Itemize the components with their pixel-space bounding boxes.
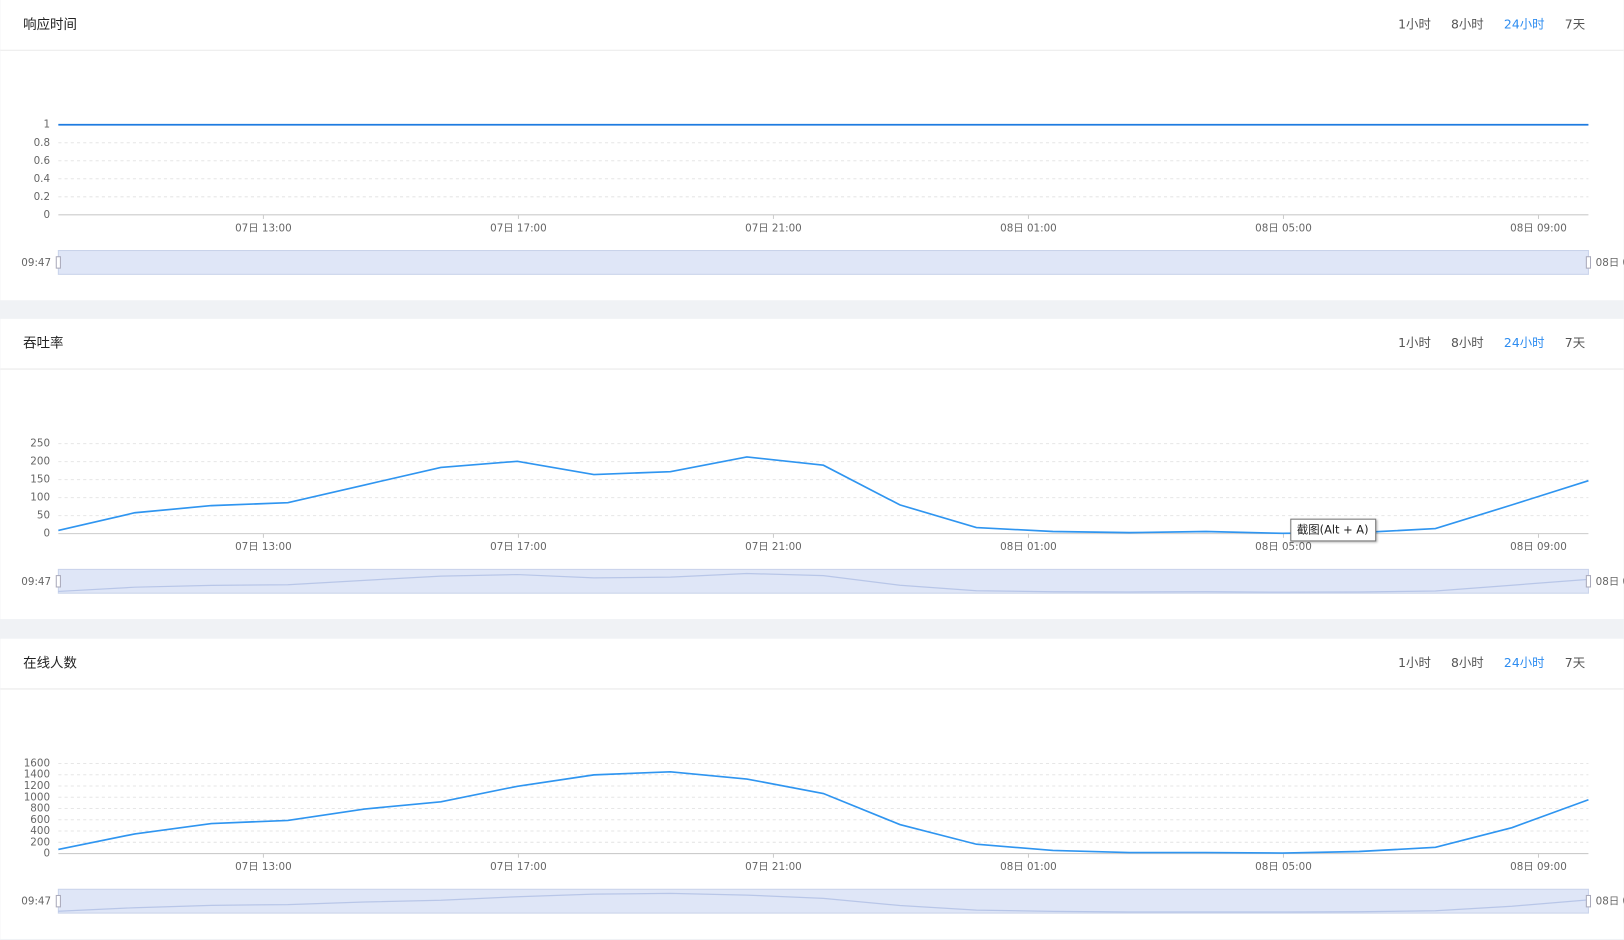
y-tick-label: 1 <box>43 119 50 131</box>
zoom-end-label: 08日 09:47 <box>1596 896 1624 908</box>
x-tick-label: 07日 13:00 <box>235 541 292 553</box>
time-range-button[interactable]: 24小时 <box>1504 655 1545 670</box>
zoom-start-label: 09:47 <box>21 896 51 908</box>
panel-title: 吞吐率 <box>23 335 63 352</box>
zoom-handle[interactable] <box>1585 256 1592 269</box>
data-line <box>58 770 1589 854</box>
x-tick-label: 08日 01:00 <box>1000 222 1057 234</box>
zoom-handle[interactable] <box>1585 894 1592 908</box>
y-tick-label: 50 <box>37 510 50 522</box>
time-range-button[interactable]: 8小时 <box>1451 335 1484 350</box>
zoom-handle[interactable] <box>55 256 61 269</box>
time-range-button[interactable]: 1小时 <box>1398 655 1431 670</box>
panel-title: 响应时间 <box>23 16 77 33</box>
y-tick-label: 0 <box>43 848 50 860</box>
panel-title: 在线人数 <box>23 656 77 672</box>
y-tick-label: 0 <box>43 528 50 540</box>
x-tick-label: 08日 01:00 <box>1000 541 1057 553</box>
y-tick-label: 200 <box>30 456 50 468</box>
time-range-button[interactable]: 8小时 <box>1451 655 1484 670</box>
y-tick-label: 200 <box>30 836 50 848</box>
zoom-handle[interactable] <box>1585 575 1592 588</box>
zoom-start-label: 09:47 <box>21 257 51 269</box>
y-tick-label: 100 <box>30 492 50 504</box>
zoom-handle[interactable] <box>55 894 61 908</box>
zoom-preview-line <box>58 572 1589 593</box>
x-tick-label: 07日 17:00 <box>490 541 547 553</box>
time-range-button[interactable]: 24小时 <box>1504 335 1545 350</box>
y-tick-label: 0.6 <box>34 155 50 167</box>
zoom-preview-line <box>58 892 1589 913</box>
tooltip-text: 截图(Alt + A) <box>1297 523 1369 537</box>
y-tick-label: 1200 <box>24 780 50 792</box>
x-tick-label: 08日 05:00 <box>1255 541 1312 553</box>
zoom-band <box>57 250 1589 275</box>
y-tick-label: 600 <box>30 814 50 826</box>
x-tick-label: 08日 05:00 <box>1255 222 1312 234</box>
y-tick-label: 1000 <box>24 791 50 803</box>
x-tick-label: 08日 01:00 <box>1000 861 1057 873</box>
zoom-band <box>57 568 1589 594</box>
time-range-button[interactable]: 8小时 <box>1451 16 1484 31</box>
y-tick-label: 0.8 <box>34 137 50 149</box>
x-tick-label: 07日 21:00 <box>745 541 802 553</box>
x-tick-label: 07日 21:00 <box>745 222 802 234</box>
y-tick-label: 1400 <box>24 769 50 781</box>
x-tick-label: 08日 09:00 <box>1510 861 1567 873</box>
time-range-button[interactable]: 24小时 <box>1504 16 1545 31</box>
x-tick-label: 07日 13:00 <box>235 861 292 873</box>
y-tick-label: 1600 <box>24 757 50 769</box>
y-tick-label: 150 <box>30 474 50 486</box>
y-tick-label: 800 <box>30 803 50 815</box>
x-tick-label: 07日 17:00 <box>490 861 547 873</box>
y-tick-label: 0.4 <box>34 173 50 185</box>
y-tick-label: 250 <box>30 438 50 450</box>
time-range-button[interactable]: 7天 <box>1565 655 1585 670</box>
y-tick-label: 0.2 <box>34 191 50 203</box>
x-tick-label: 08日 09:00 <box>1510 222 1567 234</box>
x-tick-label: 07日 21:00 <box>745 861 802 873</box>
y-tick-label: 400 <box>30 825 50 837</box>
x-tick-label: 07日 13:00 <box>235 222 292 234</box>
zoom-handle[interactable] <box>55 575 61 588</box>
time-range-button[interactable]: 7天 <box>1565 335 1585 350</box>
zoom-band <box>57 888 1589 914</box>
zoom-end-label: 08日 09:47 <box>1596 257 1624 269</box>
time-range-button[interactable]: 1小时 <box>1398 16 1431 31</box>
zoom-end-label: 08日 09:47 <box>1596 576 1624 588</box>
tooltip-box <box>1290 518 1377 542</box>
x-tick-label: 07日 17:00 <box>490 222 547 234</box>
x-tick-label: 08日 09:00 <box>1510 541 1567 553</box>
time-range-button[interactable]: 7天 <box>1565 16 1585 31</box>
time-range-button[interactable]: 1小时 <box>1398 335 1431 350</box>
zoom-start-label: 09:47 <box>21 576 51 588</box>
x-tick-label: 08日 05:00 <box>1255 861 1312 873</box>
y-tick-label: 0 <box>43 209 50 221</box>
